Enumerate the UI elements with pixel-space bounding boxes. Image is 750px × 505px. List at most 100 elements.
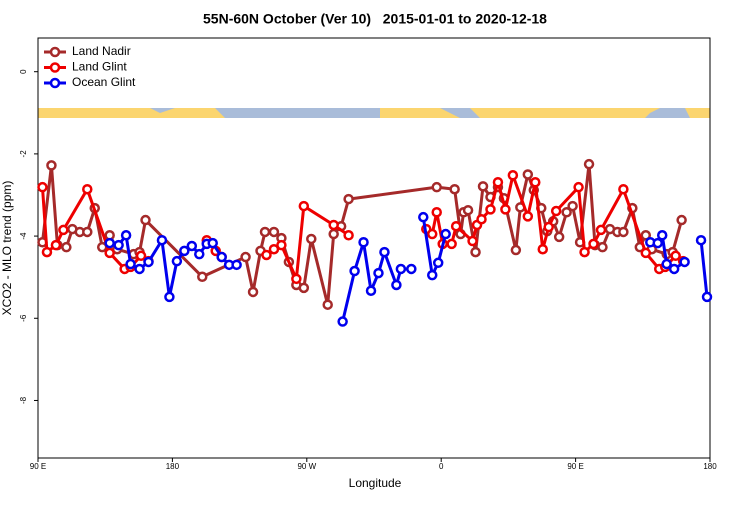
data-point xyxy=(156,234,168,246)
data-point xyxy=(328,228,339,240)
legend-label: Ocean Glint xyxy=(72,75,136,89)
data-point xyxy=(449,183,460,195)
data-point xyxy=(125,258,136,270)
data-point xyxy=(179,245,190,257)
data-point xyxy=(322,299,333,310)
data-point xyxy=(432,257,444,269)
data-point xyxy=(640,230,652,241)
data-point xyxy=(553,231,565,243)
data-point xyxy=(134,263,145,275)
data-point xyxy=(391,279,402,291)
data-point xyxy=(373,267,384,279)
data-point xyxy=(485,204,496,215)
data-point xyxy=(104,237,115,249)
data-point xyxy=(37,181,48,193)
data-point xyxy=(61,241,72,253)
chart-title: 55N-60N October (Ver 10) 2015-01-01 to 2… xyxy=(203,11,547,27)
land-patch xyxy=(38,108,225,118)
data-point xyxy=(337,316,348,327)
x-tick-label: 90 W xyxy=(297,462,316,471)
data-point xyxy=(431,181,442,193)
data-point xyxy=(240,251,251,263)
data-point xyxy=(537,243,548,255)
plot-frame xyxy=(37,37,711,459)
data-point xyxy=(164,291,175,303)
data-point xyxy=(640,247,652,259)
legend-label: Land Glint xyxy=(72,60,127,74)
x-tick-label: 90 E xyxy=(30,462,46,471)
data-point xyxy=(618,226,629,238)
data-point xyxy=(120,230,132,241)
data-point xyxy=(46,160,57,171)
data-point xyxy=(522,169,534,180)
data-point xyxy=(171,255,183,267)
data-point xyxy=(82,226,93,238)
data-point xyxy=(395,263,407,275)
data-point xyxy=(143,256,154,268)
data-point xyxy=(695,234,707,246)
data-point xyxy=(588,238,599,250)
data-point xyxy=(104,247,115,259)
x-axis-label: Longitude xyxy=(349,476,402,490)
data-point xyxy=(477,181,489,192)
data-point xyxy=(676,214,687,226)
data-point xyxy=(358,236,369,248)
data-point xyxy=(543,221,554,233)
data-point xyxy=(298,282,310,294)
data-point xyxy=(343,230,354,241)
data-point xyxy=(207,237,218,249)
map-strip xyxy=(38,108,710,118)
data-point xyxy=(550,205,562,217)
data-point xyxy=(507,170,519,181)
data-point xyxy=(510,244,522,256)
data-point xyxy=(418,211,429,223)
data-point xyxy=(583,158,595,170)
y-tick-label: -4 xyxy=(19,232,28,240)
ocean-band xyxy=(38,108,710,118)
data-point xyxy=(470,246,481,258)
data-point xyxy=(426,269,438,281)
data-point xyxy=(467,235,478,247)
legend-marker xyxy=(49,62,61,73)
data-point xyxy=(113,239,124,251)
legend-marker xyxy=(49,77,61,89)
data-point xyxy=(440,228,451,240)
y-tick-label: -8 xyxy=(19,396,28,404)
y-axis-label: XCO2 - MLO trend (ppm) xyxy=(0,181,14,316)
data-point xyxy=(567,200,578,212)
data-point xyxy=(573,181,584,193)
data-point xyxy=(135,250,147,262)
data-point xyxy=(446,238,457,250)
data-point xyxy=(197,271,208,283)
data-point xyxy=(50,239,62,251)
data-point xyxy=(231,259,242,271)
data-point xyxy=(276,239,287,251)
data-point xyxy=(500,204,511,215)
x-tick-label: 0 xyxy=(439,462,444,471)
data-point xyxy=(618,183,629,195)
data-point xyxy=(656,230,668,241)
data-point xyxy=(58,224,69,236)
data-point xyxy=(261,249,272,261)
data-point xyxy=(679,256,690,268)
y-tick-label: -6 xyxy=(19,314,28,322)
data-point xyxy=(652,237,663,249)
data-point xyxy=(431,206,442,218)
data-point xyxy=(379,246,390,258)
data-point xyxy=(522,211,534,222)
data-point xyxy=(492,176,504,188)
data-point xyxy=(595,224,607,236)
y-tick-label: 0 xyxy=(19,69,28,74)
data-point xyxy=(349,265,360,277)
legend-label: Land Nadir xyxy=(72,44,131,58)
data-point xyxy=(406,263,417,275)
data-point xyxy=(661,258,672,270)
data-point xyxy=(365,285,377,296)
data-point xyxy=(561,206,572,218)
data-point xyxy=(194,248,205,260)
data-point xyxy=(530,176,541,188)
data-point xyxy=(343,193,354,205)
data-point xyxy=(462,204,474,216)
legend-marker xyxy=(49,46,61,58)
